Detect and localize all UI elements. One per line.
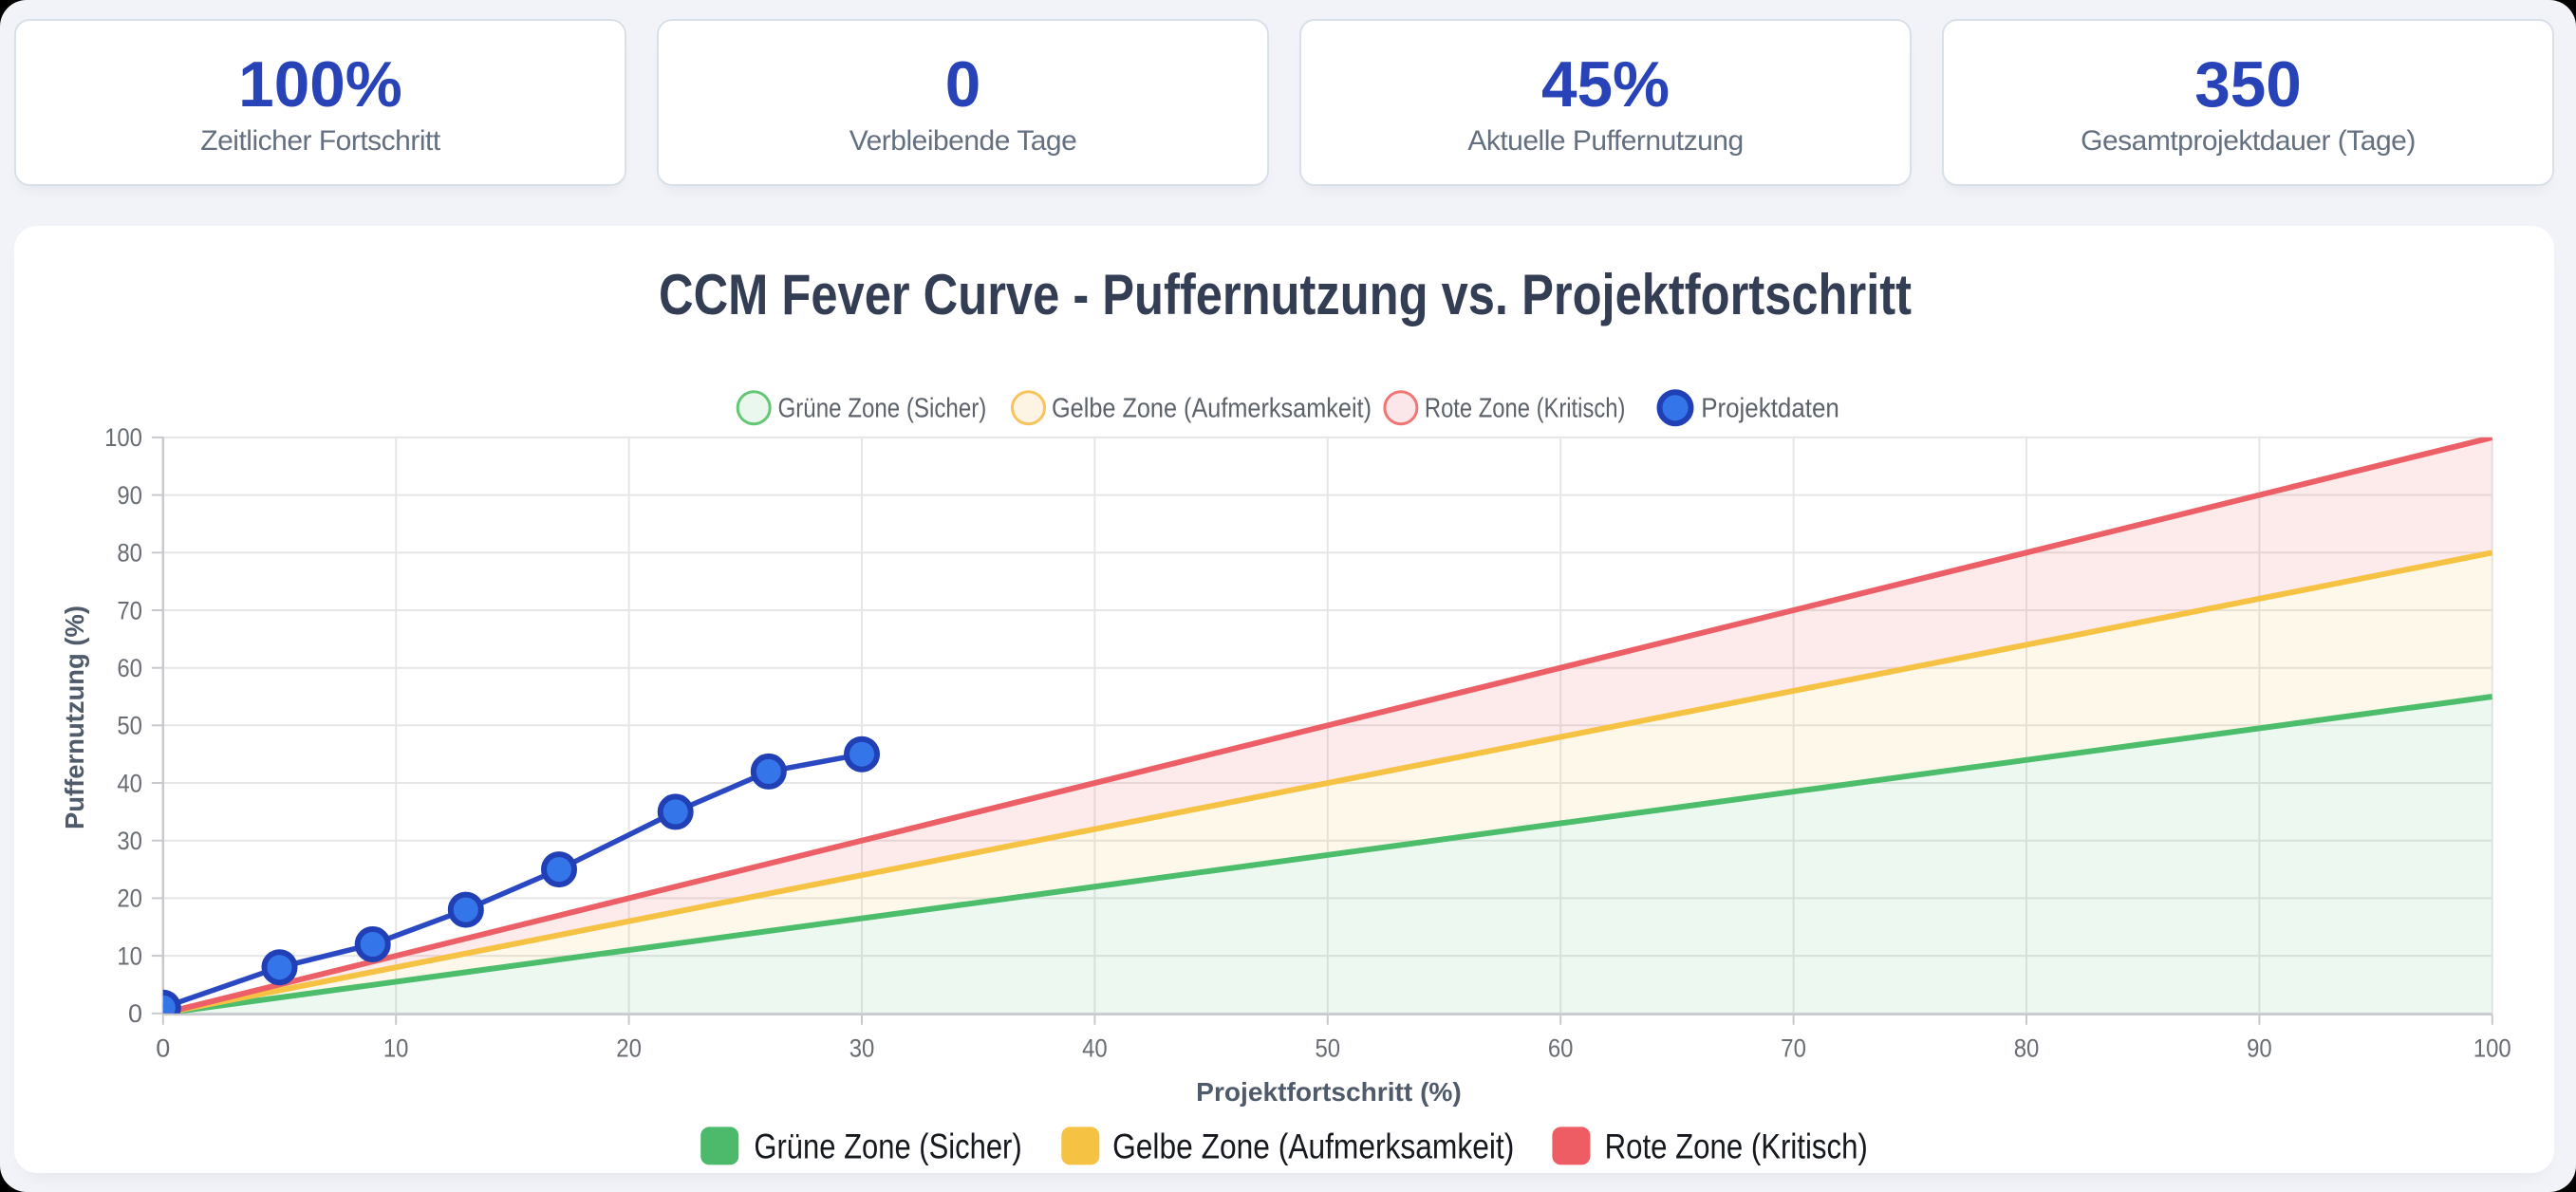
svg-text:Gelbe Zone (Aufmerksamkeit): Gelbe Zone (Aufmerksamkeit) [1052,394,1372,424]
svg-text:70: 70 [117,596,142,624]
svg-text:Gelbe Zone (Aufmerksamkeit): Gelbe Zone (Aufmerksamkeit) [1112,1126,1514,1165]
svg-text:50: 50 [117,712,142,740]
svg-text:40: 40 [1082,1034,1108,1063]
svg-text:30: 30 [849,1034,875,1063]
svg-text:80: 80 [2014,1034,2040,1063]
svg-text:80: 80 [117,539,142,568]
svg-text:0: 0 [128,999,142,1028]
svg-text:Puffernutzung (%): Puffernutzung (%) [60,605,89,829]
svg-text:70: 70 [1781,1034,1806,1063]
svg-text:Grüne Zone (Sicher): Grüne Zone (Sicher) [778,394,987,424]
svg-text:100: 100 [104,423,142,452]
svg-text:20: 20 [616,1034,642,1063]
svg-text:60: 60 [117,654,142,682]
svg-text:0: 0 [156,1034,170,1063]
svg-text:10: 10 [383,1034,409,1063]
svg-text:Projektfortschritt (%): Projektfortschritt (%) [1196,1077,1462,1107]
svg-text:60: 60 [1548,1034,1574,1063]
svg-text:Rote Zone (Kritisch): Rote Zone (Kritisch) [1425,394,1626,424]
svg-text:40: 40 [117,769,142,797]
svg-text:Projektdaten: Projektdaten [1701,394,1839,424]
svg-text:100: 100 [2473,1034,2511,1063]
svg-text:20: 20 [117,885,142,913]
svg-text:50: 50 [1316,1034,1341,1063]
svg-text:10: 10 [117,941,142,970]
svg-text:Rote Zone (Kritisch): Rote Zone (Kritisch) [1605,1126,1868,1165]
svg-text:Grüne Zone (Sicher): Grüne Zone (Sicher) [754,1126,1021,1165]
svg-text:30: 30 [117,827,142,855]
svg-text:CCM Fever Curve - Puffernutzun: CCM Fever Curve - Puffernutzung vs. Proj… [659,263,1912,326]
svg-text:90: 90 [117,481,142,510]
svg-text:90: 90 [2247,1034,2272,1063]
